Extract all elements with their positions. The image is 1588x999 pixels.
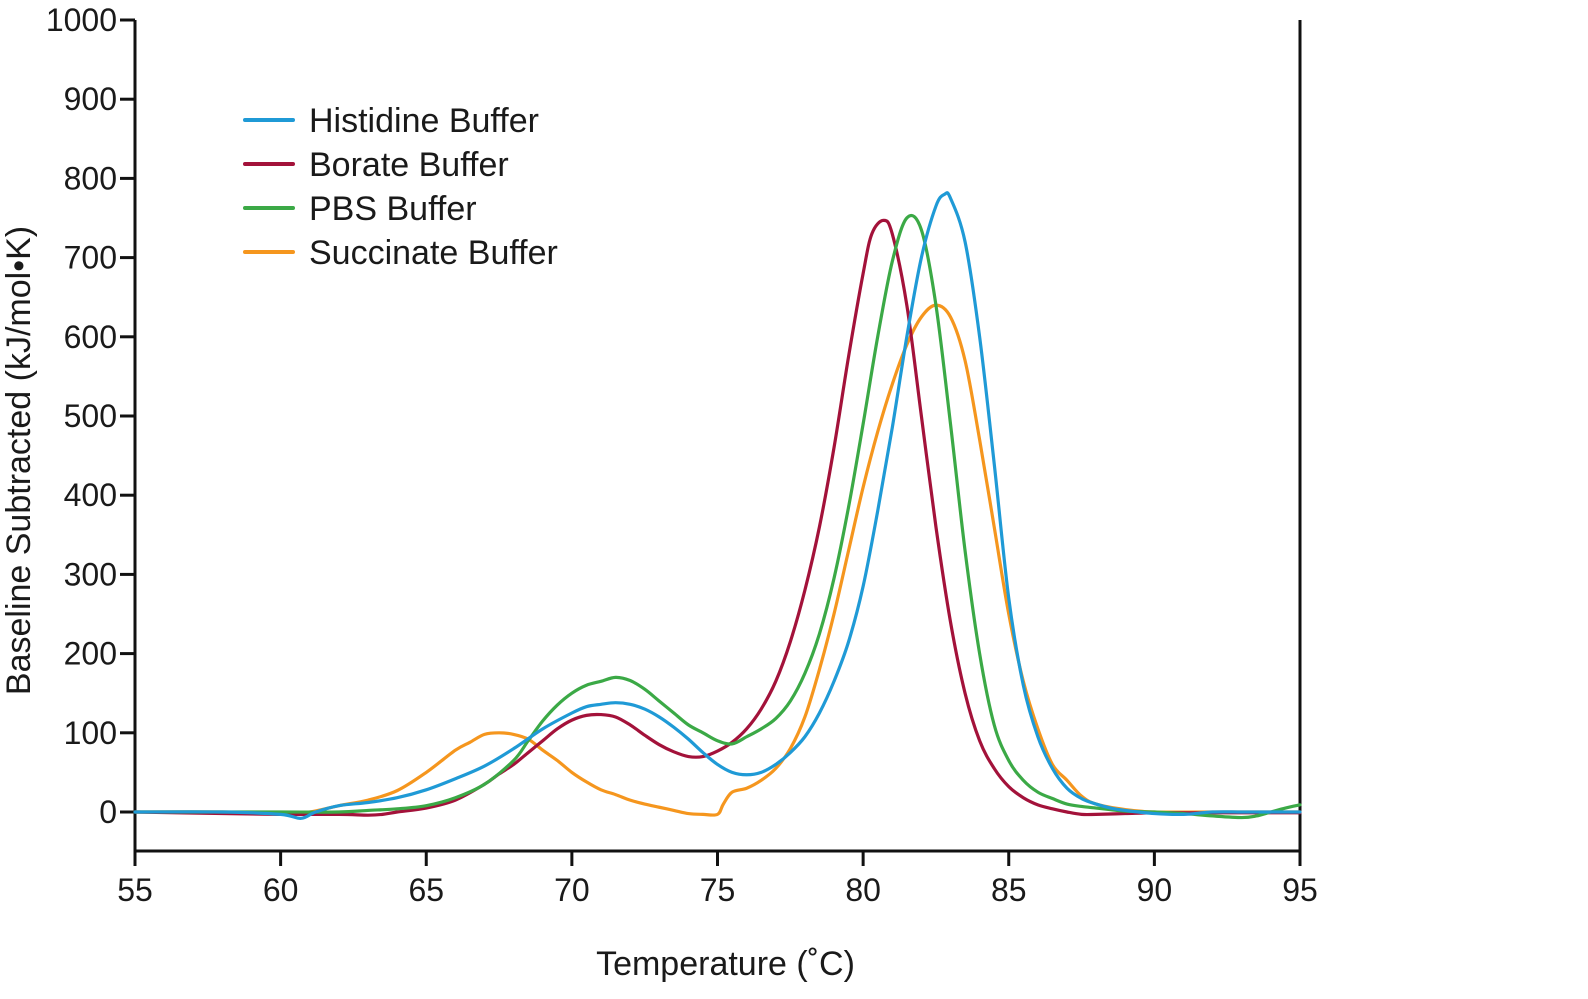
y-tick-label: 0 bbox=[99, 794, 117, 830]
x-tick-label: 95 bbox=[1282, 872, 1318, 908]
x-tick-label: 75 bbox=[700, 872, 736, 908]
y-tick-label: 200 bbox=[64, 636, 117, 672]
x-tick-label: 85 bbox=[991, 872, 1027, 908]
series-line-borate-buffer bbox=[133, 218, 1302, 817]
y-tick-label: 600 bbox=[64, 319, 117, 355]
x-tick-label: 55 bbox=[117, 872, 153, 908]
series-line-pbs-buffer bbox=[133, 213, 1302, 820]
legend: Histidine Buffer Borate Buffer PBS Buffer S… bbox=[243, 102, 558, 272]
x-tick-label: 90 bbox=[1137, 872, 1173, 908]
legend-label: Borate Buffer bbox=[309, 146, 509, 184]
x-tick-label: 65 bbox=[408, 872, 444, 908]
y-tick-label: 300 bbox=[64, 556, 117, 592]
legend-label: Histidine Buffer bbox=[309, 102, 539, 140]
y-tick-label: 100 bbox=[64, 715, 117, 751]
y-tick-label: 500 bbox=[64, 398, 117, 434]
legend-label: Succinate Buffer bbox=[309, 234, 558, 272]
y-tick-label: 800 bbox=[64, 160, 117, 196]
y-tick-label: 1000 bbox=[46, 2, 117, 38]
x-axis-title: Temperature (˚C) bbox=[596, 945, 855, 983]
series-layer bbox=[133, 191, 1302, 820]
legend-label: PBS Buffer bbox=[309, 190, 477, 228]
x-tick-label: 80 bbox=[845, 872, 881, 908]
x-tick-label: 70 bbox=[554, 872, 590, 908]
series-line-histidine-buffer bbox=[133, 191, 1302, 820]
series-line-succinate-buffer bbox=[133, 303, 1302, 817]
y-tick-label: 400 bbox=[64, 477, 117, 513]
y-tick-label: 700 bbox=[64, 240, 117, 276]
y-axis-title: Baseline Subtracted (kJ/mol•K) bbox=[0, 226, 38, 695]
y-tick-label: 900 bbox=[64, 81, 117, 117]
x-tick-label: 60 bbox=[263, 872, 299, 908]
axes-layer bbox=[133, 20, 1302, 853]
ticks-layer: 0 100 200 300 400 500 600 700 800 900 1000 55 60 65 70… bbox=[46, 2, 1318, 908]
